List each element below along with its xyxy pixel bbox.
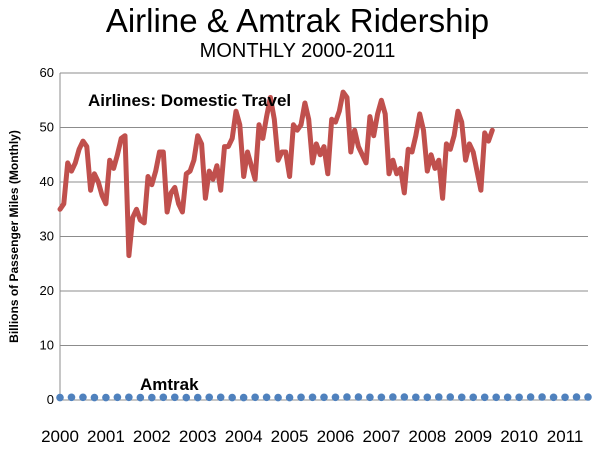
amtrak-point [469, 393, 478, 402]
y-tick-label: 20 [40, 283, 54, 298]
amtrak-point [446, 393, 455, 401]
amtrak-point [480, 393, 489, 402]
amtrak-point [216, 393, 225, 402]
amtrak-point [320, 393, 328, 402]
amtrak-point [262, 393, 271, 402]
y-axis-label: Billions of Passenger Miles (Monthly) [7, 130, 21, 343]
amtrak-point [113, 393, 122, 402]
chart-subtitle: MONTHLY 2000-2011 [199, 40, 396, 62]
amtrak-point [90, 393, 99, 402]
amtrak-point [400, 393, 409, 401]
x-tick-label: 2000 [41, 427, 79, 446]
amtrak-point [412, 393, 420, 402]
amtrak-point [538, 393, 546, 401]
amtrak-point [423, 393, 432, 402]
y-tick-label: 40 [40, 174, 54, 189]
annotation-amtrak: Amtrak [140, 375, 199, 394]
amtrak-point [205, 393, 214, 402]
amtrak-point [182, 393, 191, 402]
x-tick-label: 2005 [271, 427, 309, 446]
amtrak-point [515, 393, 523, 402]
x-tick-label: 2002 [133, 427, 171, 446]
amtrak-point [136, 393, 145, 402]
y-tick-label: 10 [40, 338, 54, 353]
amtrak-point [159, 393, 168, 402]
x-tick-label: 2008 [408, 427, 446, 446]
amtrak-point [125, 393, 133, 402]
x-tick-label: 2011 [547, 427, 584, 446]
y-tick-label: 50 [40, 120, 54, 135]
x-tick-label: 2009 [454, 427, 492, 446]
x-tick-label: 2010 [500, 427, 538, 446]
amtrak-point [297, 393, 305, 402]
y-tick-label: 60 [40, 65, 54, 80]
amtrak-point [102, 393, 110, 402]
amtrak-point [274, 393, 282, 402]
amtrak-point [56, 393, 64, 402]
amtrak-point [389, 393, 397, 401]
x-tick-label: 2001 [87, 427, 125, 446]
amtrak-point [67, 393, 76, 402]
amtrak-point [193, 393, 202, 402]
series-line-airlines [57, 89, 495, 259]
amtrak-point [457, 393, 466, 402]
amtrak-point [492, 393, 500, 402]
amtrak-point [526, 393, 535, 401]
amtrak-point [434, 393, 443, 401]
amtrak-point [331, 393, 340, 402]
amtrak-point [572, 393, 581, 401]
amtrak-point [377, 393, 386, 402]
amtrak-point [308, 393, 317, 402]
amtrak-point [549, 393, 558, 402]
amtrak-point [343, 393, 351, 401]
x-tick-label: 2007 [362, 427, 400, 446]
x-tick-label: 2003 [179, 427, 217, 446]
amtrak-point [503, 393, 512, 402]
y-tick-label: 30 [40, 229, 54, 244]
amtrak-point [584, 393, 592, 401]
amtrak-point [228, 393, 236, 402]
amtrak-point [79, 393, 87, 402]
amtrak-point [170, 393, 179, 402]
amtrak-point [366, 393, 374, 402]
amtrak-point [561, 393, 569, 402]
amtrak-point [251, 393, 259, 402]
amtrak-point [354, 393, 363, 401]
x-tick-label: 2006 [317, 427, 355, 446]
amtrak-point [239, 393, 248, 402]
y-tick-label: 0 [47, 392, 54, 407]
x-tick-label: 2004 [225, 427, 263, 446]
annotation-airlines: Airlines: Domestic Travel [88, 91, 291, 110]
chart-title: Airline & Amtrak Ridership [105, 2, 490, 39]
amtrak-point [148, 393, 156, 402]
amtrak-point [285, 393, 294, 402]
